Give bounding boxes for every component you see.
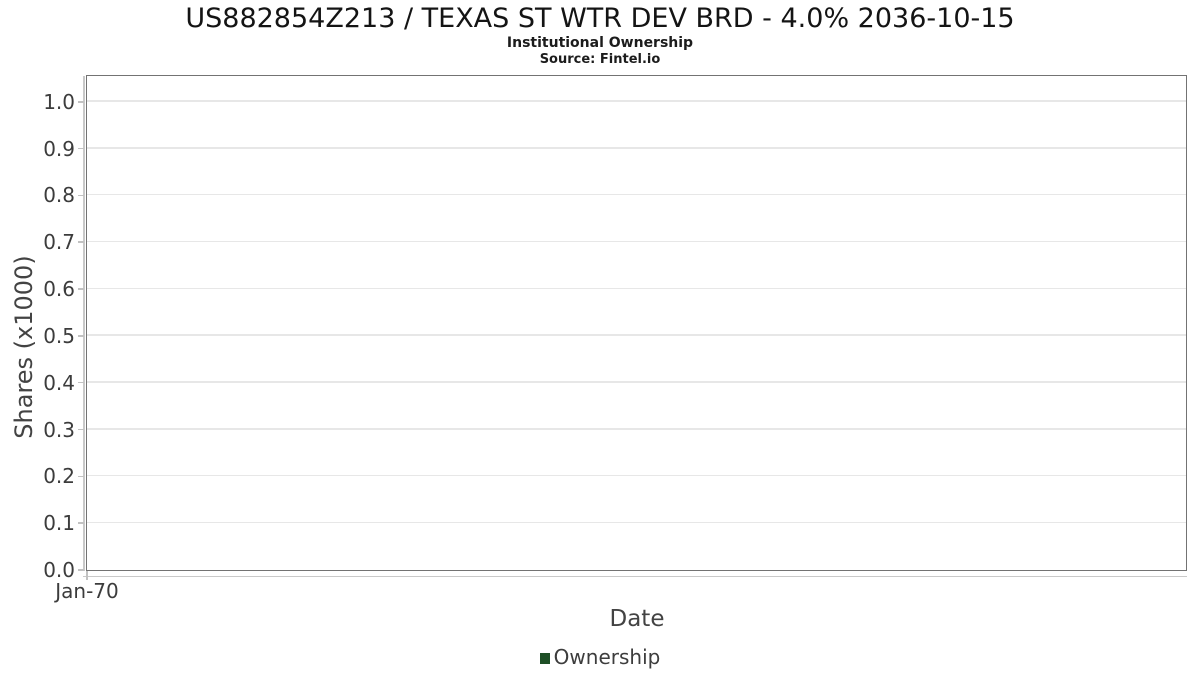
chart-source-note: Source: Fintel.io	[539, 52, 661, 67]
y-tick-mark	[77, 101, 84, 103]
x-axis-title: Date	[609, 606, 665, 632]
y-tick-label: 0.8	[43, 183, 75, 208]
y-tick-label: 0.1	[43, 511, 75, 536]
gridline	[87, 381, 1186, 383]
gridline	[87, 334, 1186, 336]
y-tick-label: 0.2	[43, 464, 75, 489]
y-tick-label: 0.6	[43, 277, 75, 302]
y-tick-mark	[77, 147, 84, 150]
legend: Ownership	[0, 645, 1200, 669]
chart-title: US882854Z213 / TEXAS ST WTR DEV BRD - 4.…	[185, 3, 1015, 34]
y-tick-label: 0.3	[43, 417, 75, 442]
legend-marker-ownership	[539, 652, 550, 664]
gridline	[87, 287, 1186, 290]
gridline	[87, 240, 1186, 243]
legend-label-ownership: Ownership	[553, 645, 661, 669]
y-tick-label: 0.5	[43, 323, 75, 348]
y-tick-mark	[77, 381, 84, 384]
y-axis-line	[83, 76, 85, 571]
y-tick-mark	[77, 335, 84, 337]
y-tick-mark	[77, 522, 84, 524]
y-tick-label: 0.9	[43, 136, 75, 161]
y-tick-mark	[77, 194, 84, 197]
gridline	[87, 100, 1186, 102]
gridline	[87, 474, 1186, 477]
y-tick-mark	[77, 569, 84, 571]
x-tick-mark	[86, 571, 88, 580]
y-tick-mark	[77, 288, 84, 290]
gridline	[87, 428, 1186, 430]
y-tick-label: 0.4	[43, 370, 75, 395]
y-tick-label: 1.0	[43, 89, 75, 114]
chart-subtitle: Institutional Ownership	[506, 35, 694, 51]
gridline	[87, 193, 1186, 196]
y-tick-mark	[77, 241, 84, 243]
y-tick-label: 0.7	[43, 230, 75, 255]
gridline	[87, 147, 1186, 149]
y-tick-mark	[77, 428, 84, 431]
gridline	[87, 521, 1186, 524]
y-tick-label: 0.0	[43, 558, 75, 582]
y-axis-title: Shares (x1000)	[10, 255, 38, 439]
y-tick-mark	[77, 475, 84, 478]
plot-area: Jan-70 0.0 0.1 0.2 0.3 0.4 0.5 0.6 0.7 0.8 0.9 1.0	[43, 75, 1187, 603]
x-axis-line	[83, 575, 1187, 577]
x-tick-label: Jan-70	[55, 579, 119, 603]
